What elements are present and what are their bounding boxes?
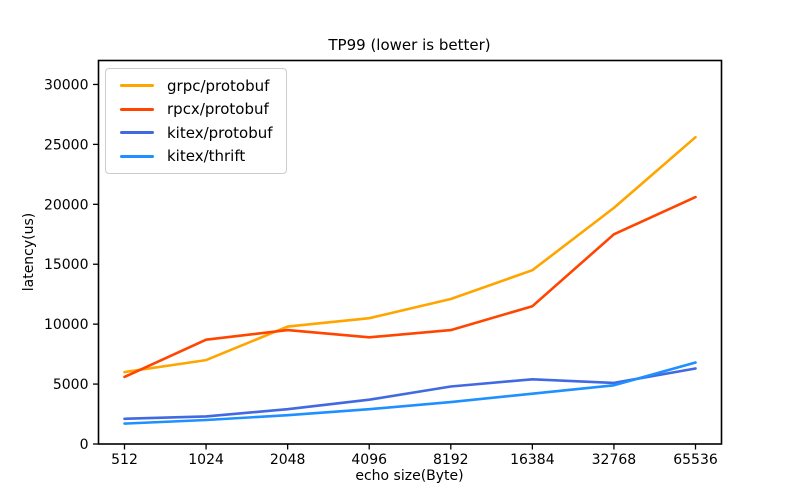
- legend-line-swatch: [120, 131, 154, 135]
- y-tick-label: 10000: [44, 317, 89, 333]
- x-tick-label: 1024: [188, 452, 224, 468]
- legend-line-swatch: [120, 84, 154, 88]
- legend-line-swatch: [120, 154, 154, 158]
- legend-label: kitex/thrift: [167, 147, 246, 166]
- y-tick-label: 15000: [44, 257, 89, 273]
- chart-title: TP99 (lower is better): [328, 36, 491, 54]
- legend-item: rpcx/protobuf: [120, 100, 286, 118]
- legend: grpc/protobuf rpcx/protobuf kitex/protobuf…: [105, 68, 287, 174]
- y-tick-label: 0: [80, 437, 89, 453]
- legend-item: kitex/thrift: [120, 147, 286, 165]
- x-axis-label: echo size(Byte): [355, 468, 464, 484]
- x-tick-label: 65536: [673, 452, 718, 468]
- legend-label: grpc/protobuf: [167, 76, 270, 95]
- series-line-rpcx-protobuf: [123, 195, 697, 379]
- series-line-grpc-protobuf: [123, 135, 697, 374]
- series-line-kitex-thrift: [123, 361, 697, 425]
- plot-border: [97, 59, 723, 445]
- y-tick-label: 25000: [44, 137, 89, 153]
- legend-item: grpc/protobuf: [120, 77, 286, 95]
- legend-line-swatch: [120, 107, 154, 111]
- x-tick-label: 8192: [433, 452, 469, 468]
- legend-label: kitex/protobuf: [167, 123, 273, 142]
- x-tick-label: 16384: [510, 452, 555, 468]
- y-tick-label: 5000: [53, 377, 89, 393]
- legend-label: rpcx/protobuf: [167, 100, 269, 119]
- x-tick-label: 512: [111, 452, 138, 468]
- x-tick-label: 32768: [592, 452, 637, 468]
- y-tick-label: 20000: [44, 197, 89, 213]
- x-tick-label: 4096: [351, 452, 387, 468]
- x-tick-label: 2048: [270, 452, 306, 468]
- legend-item: kitex/protobuf: [120, 124, 286, 142]
- y-tick-label: 30000: [44, 77, 89, 93]
- series-line-kitex-protobuf: [123, 367, 697, 421]
